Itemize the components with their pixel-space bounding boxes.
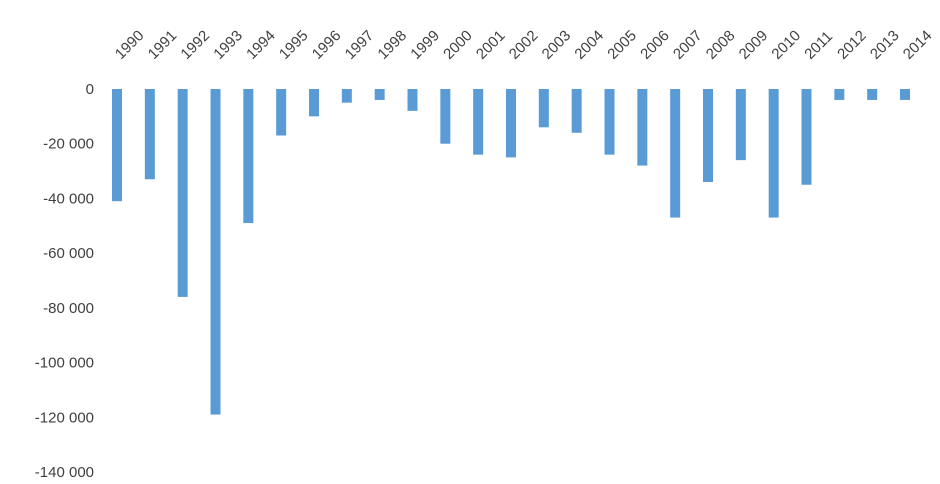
bar-2009	[735, 89, 746, 161]
y-tick-label: -100 000	[35, 355, 94, 372]
x-tick-label: 2002	[506, 27, 542, 63]
x-tick-label: 1995	[276, 27, 312, 63]
x-tick-label: 2009	[736, 27, 772, 63]
y-tick-label: -120 000	[35, 409, 94, 426]
x-tick-label: 2013	[867, 27, 903, 63]
x-tick-label: 1994	[243, 27, 279, 63]
x-tick-label: 2004	[571, 27, 607, 63]
bar-series	[112, 89, 910, 415]
bar-1992	[177, 89, 188, 297]
x-tick-label: 1991	[145, 27, 181, 63]
bar-2008	[703, 89, 713, 183]
bar-2004	[571, 89, 582, 133]
x-tick-label: 2007	[670, 27, 706, 63]
y-tick-label: 0	[86, 81, 94, 98]
bar-2000	[440, 89, 451, 144]
y-tick-label: -60 000	[43, 245, 94, 262]
x-tick-label: 1992	[177, 27, 213, 63]
x-tick-label: 1999	[407, 27, 443, 63]
y-tick-label: -140 000	[35, 464, 94, 481]
y-tick-label: -80 000	[43, 300, 94, 317]
x-axis-tick-labels: 1990199119921993199419951996199719981999…	[112, 27, 936, 63]
y-axis-tick-labels: 0 -20 000 -40 000 -60 000 -80 000 -100 000 -12…	[35, 81, 94, 481]
x-tick-label: 2000	[440, 27, 476, 63]
x-tick-label: 2005	[604, 27, 640, 63]
bar-2001	[473, 89, 484, 155]
bar-2003	[538, 89, 549, 128]
x-tick-label: 2012	[834, 27, 870, 63]
x-tick-label: 2008	[703, 27, 739, 63]
bar-2012	[834, 89, 845, 100]
bar-2010	[768, 89, 779, 218]
bar-2007	[670, 89, 681, 218]
x-tick-label: 1990	[112, 27, 148, 63]
bar-1998	[374, 89, 385, 100]
bar-1990	[112, 89, 122, 202]
bar-1995	[276, 89, 287, 136]
bar-2013	[867, 89, 878, 100]
y-tick-label: -40 000	[43, 190, 94, 207]
bar-2002	[506, 89, 516, 158]
x-tick-label: 2003	[539, 27, 575, 63]
bar-1991	[144, 89, 155, 180]
bar-2014	[900, 89, 910, 100]
x-tick-label: 1996	[309, 27, 345, 63]
x-tick-label: 1993	[210, 27, 246, 63]
bar-1997	[341, 89, 352, 103]
bar-1999	[407, 89, 418, 111]
bar-2011	[801, 89, 812, 185]
x-tick-label: 2006	[637, 27, 673, 63]
y-tick-label: -20 000	[43, 136, 94, 153]
bar-2005	[604, 89, 615, 155]
x-tick-label: 1998	[374, 27, 410, 63]
x-tick-label: 2010	[768, 27, 804, 63]
x-tick-label: 2001	[473, 27, 509, 63]
bar-2006	[637, 89, 648, 166]
bar-1994	[243, 89, 254, 224]
bar-1993	[210, 89, 221, 415]
x-tick-label: 2011	[801, 28, 836, 63]
x-tick-label: 2014	[900, 27, 936, 63]
bar-1996	[309, 89, 319, 117]
x-tick-label: 1997	[342, 27, 378, 63]
